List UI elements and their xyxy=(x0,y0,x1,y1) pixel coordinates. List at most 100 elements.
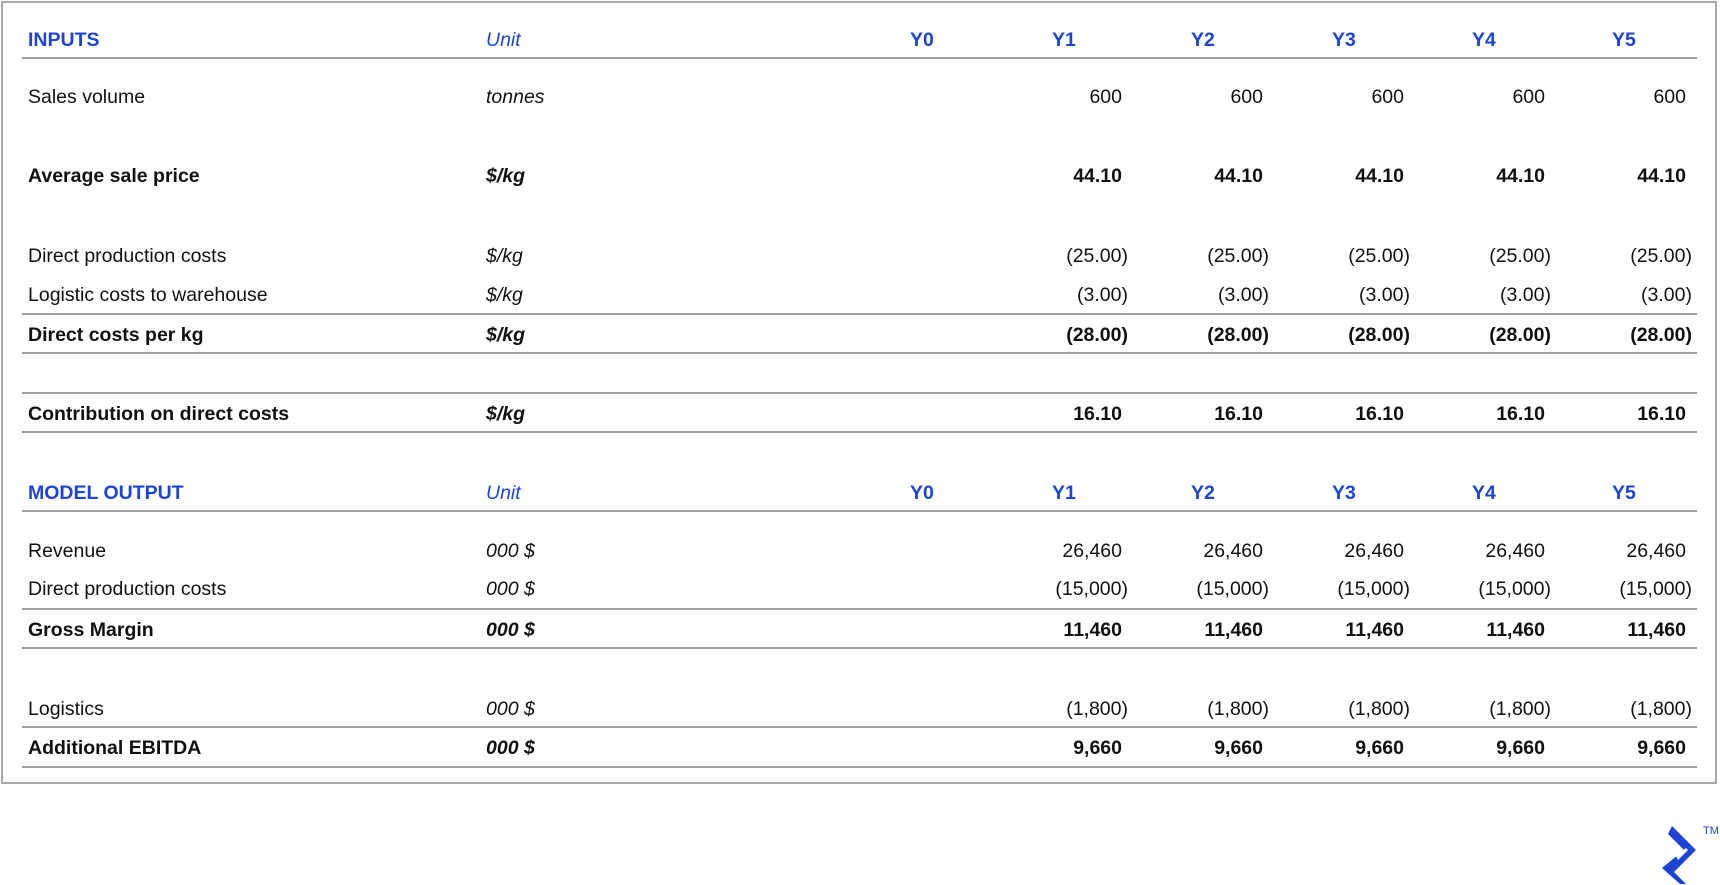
cell-y5: 16.10 xyxy=(1637,403,1686,425)
year-header-y4: Y4 xyxy=(1472,482,1496,504)
table-row: Revenue 000 $ 26,460 26,460 26,460 26,460 26,4… xyxy=(22,532,1697,568)
divider xyxy=(22,647,1697,649)
table-row: Logistic costs to warehouse $/kg (3.00) (3.… xyxy=(22,276,1697,312)
row-unit: $/kg xyxy=(486,245,523,267)
table-row: Logistics 000 $ (1,800) (1,800) (1,800) (1,80… xyxy=(22,690,1697,726)
cell-y3: 26,460 xyxy=(1344,540,1404,562)
row-label: Logistic costs to warehouse xyxy=(28,284,268,306)
cell-y4: 26,460 xyxy=(1485,540,1545,562)
inputs-section-title: INPUTS xyxy=(28,29,100,51)
table-row: Direct production costs 000 $ (15,000) (15,… xyxy=(22,570,1697,606)
cell-y1: (3.00) xyxy=(1077,284,1128,306)
table-row: Additional EBITDA 000 $ 9,660 9,660 9,660 9,6… xyxy=(22,729,1697,765)
table-row: Contribution on direct costs $/kg 16.10 16.… xyxy=(22,395,1697,431)
table-frame xyxy=(1,1,1717,784)
cell-y1: (25.00) xyxy=(1066,245,1128,267)
cell-y1: 11,460 xyxy=(1063,619,1122,641)
year-header-y1: Y1 xyxy=(1052,29,1076,51)
divider xyxy=(22,431,1697,433)
year-header-y5: Y5 xyxy=(1612,29,1636,51)
year-header-y3: Y3 xyxy=(1332,29,1356,51)
cell-y3: 16.10 xyxy=(1355,403,1404,425)
cell-y2: (28.00) xyxy=(1207,324,1269,346)
row-unit: 000 $ xyxy=(486,698,535,720)
year-header-y3: Y3 xyxy=(1332,482,1356,504)
year-header-y2: Y2 xyxy=(1191,482,1215,504)
year-header-y4: Y4 xyxy=(1472,29,1496,51)
cell-y2: (25.00) xyxy=(1207,245,1269,267)
cell-y1: 16.10 xyxy=(1073,403,1122,425)
output-header-row: MODEL OUTPUT Unit Y0 Y1 Y2 Y3 Y4 Y5 xyxy=(22,474,1697,510)
cell-y2: (15,000) xyxy=(1196,578,1269,600)
unit-column-header: Unit xyxy=(486,29,521,51)
divider xyxy=(22,766,1697,768)
cell-y3: 11,460 xyxy=(1345,619,1404,641)
year-header-y5: Y5 xyxy=(1612,482,1636,504)
row-label: Additional EBITDA xyxy=(28,737,202,759)
row-label: Direct production costs xyxy=(28,245,227,267)
table-row: Gross Margin 000 $ 11,460 11,460 11,460 11,46… xyxy=(22,611,1697,647)
cell-y1: 9,660 xyxy=(1073,737,1122,759)
cell-y1: 44.10 xyxy=(1073,165,1122,187)
row-unit: $/kg xyxy=(486,165,526,187)
cell-y3: (15,000) xyxy=(1337,578,1410,600)
cell-y5: 600 xyxy=(1653,86,1686,108)
row-unit: $/kg xyxy=(486,284,523,306)
year-header-y1: Y1 xyxy=(1052,482,1076,504)
cell-y3: 44.10 xyxy=(1355,165,1404,187)
cell-y4: 600 xyxy=(1512,86,1545,108)
row-unit: $/kg xyxy=(486,324,526,346)
cell-y2: 9,660 xyxy=(1214,737,1263,759)
divider xyxy=(22,313,1697,315)
cell-y1: (1,800) xyxy=(1066,698,1128,720)
cell-y3: 9,660 xyxy=(1355,737,1404,759)
cell-y4: 44.10 xyxy=(1496,165,1545,187)
row-label: Revenue xyxy=(28,540,107,562)
cell-y4: (1,800) xyxy=(1489,698,1551,720)
table-row: Direct costs per kg $/kg (28.00) (28.00) (28… xyxy=(22,316,1697,352)
row-unit: 000 $ xyxy=(486,578,535,600)
table-row: Direct production costs $/kg (25.00) (25.00… xyxy=(22,237,1697,273)
cell-y1: 600 xyxy=(1089,86,1122,108)
table-row: Average sale price $/kg 44.10 44.10 44.10 44.… xyxy=(22,157,1697,193)
cell-y2: 26,460 xyxy=(1203,540,1263,562)
cell-y2: 600 xyxy=(1230,86,1263,108)
table-row: Sales volume tonnes 600 600 600 600 600 xyxy=(22,78,1697,114)
year-header-y0: Y0 xyxy=(910,482,934,504)
cell-y4: (25.00) xyxy=(1489,245,1551,267)
cell-y1: (15,000) xyxy=(1055,578,1128,600)
row-label: Average sale price xyxy=(28,165,200,187)
cell-y5: (28.00) xyxy=(1630,324,1692,346)
row-unit: 000 $ xyxy=(486,737,535,759)
row-label: Sales volume xyxy=(28,86,146,108)
row-label: Contribution on direct costs xyxy=(28,403,290,425)
cell-y5: (1,800) xyxy=(1630,698,1692,720)
cell-y5: (3.00) xyxy=(1641,284,1692,306)
cell-y5: 11,460 xyxy=(1627,619,1686,641)
cell-y4: (15,000) xyxy=(1478,578,1551,600)
trademark-label: TM xyxy=(1703,825,1719,837)
divider xyxy=(22,510,1697,512)
inputs-header-row: INPUTS Unit Y0 Y1 Y2 Y3 Y4 Y5 xyxy=(22,21,1697,57)
row-label: Gross Margin xyxy=(28,619,154,641)
divider xyxy=(22,608,1697,610)
cell-y5: (15,000) xyxy=(1619,578,1692,600)
row-unit: 000 $ xyxy=(486,540,535,562)
toptal-logo-icon xyxy=(1662,826,1696,884)
cell-y4: (3.00) xyxy=(1500,284,1551,306)
divider xyxy=(22,392,1697,394)
cell-y2: (3.00) xyxy=(1218,284,1269,306)
cell-y2: 11,460 xyxy=(1204,619,1263,641)
cell-y5: 44.10 xyxy=(1637,165,1686,187)
cell-y2: (1,800) xyxy=(1207,698,1269,720)
row-label: Logistics xyxy=(28,698,104,720)
cell-y2: 44.10 xyxy=(1214,165,1263,187)
cell-y4: 16.10 xyxy=(1496,403,1545,425)
cell-y3: (28.00) xyxy=(1348,324,1410,346)
row-unit: $/kg xyxy=(486,403,526,425)
unit-column-header: Unit xyxy=(486,482,521,504)
divider xyxy=(22,57,1697,59)
cell-y3: 600 xyxy=(1371,86,1404,108)
cell-y4: 9,660 xyxy=(1496,737,1545,759)
year-header-y2: Y2 xyxy=(1191,29,1215,51)
